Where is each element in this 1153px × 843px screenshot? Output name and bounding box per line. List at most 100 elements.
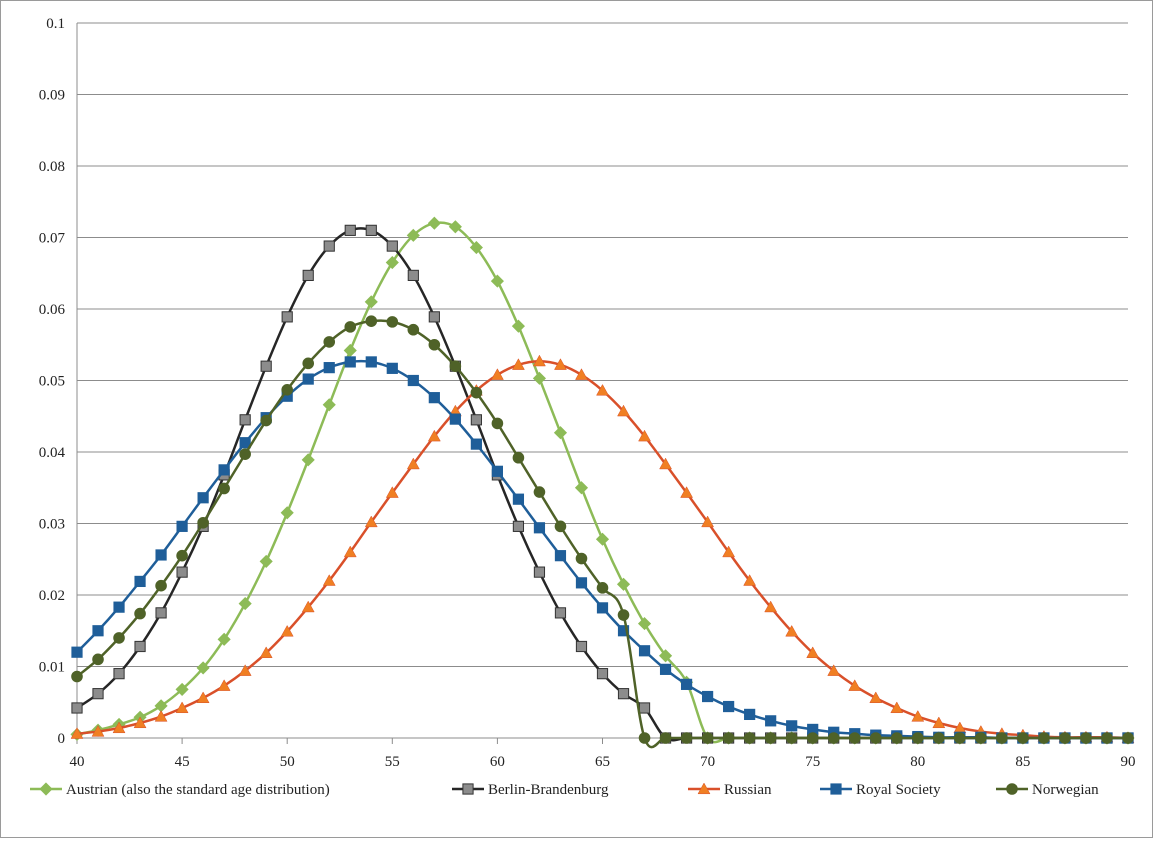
x-tick-label: 70 <box>700 754 715 770</box>
data-point <box>511 319 525 333</box>
data-point <box>134 607 146 620</box>
y-tick-label: 0.05 <box>39 374 65 390</box>
data-point <box>239 448 251 460</box>
legend-item-russian: Russian <box>688 782 772 798</box>
x-tick-label: 80 <box>910 754 925 770</box>
data-point <box>134 640 146 653</box>
data-point <box>365 315 378 327</box>
data-point <box>134 575 146 588</box>
data-point <box>448 220 462 234</box>
x-tick-label: 90 <box>1121 754 1136 770</box>
data-point <box>595 532 610 546</box>
data-point <box>344 356 356 368</box>
data-point <box>617 404 630 417</box>
data-point <box>722 545 736 558</box>
data-point <box>386 362 398 374</box>
data-point <box>260 414 272 427</box>
data-point <box>491 417 504 430</box>
data-point <box>659 663 672 675</box>
axes: 0 0.01 0.02 0.03 0.04 0.05 0.06 0.07 0.08 0.09 0.1… <box>39 16 1136 770</box>
data-point <box>322 574 336 586</box>
x-tick-label: 60 <box>490 754 505 770</box>
data-point <box>365 224 377 236</box>
legend-label: Berlin-Brandenburg <box>488 782 609 798</box>
data-point <box>71 646 83 658</box>
data-point <box>449 360 462 373</box>
data-point <box>239 414 251 426</box>
data-point <box>449 413 461 425</box>
data-point <box>197 516 209 529</box>
data-point <box>848 732 861 744</box>
data-point <box>322 398 336 412</box>
data-point <box>428 311 440 323</box>
data-point <box>933 732 945 744</box>
data-point <box>554 607 567 619</box>
legend-label: Norwegian <box>1032 782 1099 798</box>
data-point <box>427 216 441 230</box>
data-point <box>596 582 609 594</box>
legend-item-norwegian: Norwegian <box>996 782 1099 798</box>
data-point <box>428 338 441 351</box>
data-point <box>385 486 399 498</box>
data-point <box>1080 732 1092 744</box>
data-point <box>996 732 1008 744</box>
x-tick-label: 40 <box>70 754 85 770</box>
data-point <box>680 678 693 690</box>
data-point <box>533 486 546 498</box>
data-point <box>764 732 777 744</box>
data-point <box>554 520 567 533</box>
legend-marker <box>39 782 53 796</box>
data-point <box>743 732 756 744</box>
y-tick-label: 0.1 <box>46 16 65 32</box>
data-point <box>92 625 104 637</box>
data-point <box>638 645 651 657</box>
data-point <box>869 691 883 704</box>
data-point <box>71 670 83 683</box>
data-point <box>218 482 230 495</box>
data-point <box>1038 732 1050 744</box>
data-point <box>575 552 588 565</box>
legend-marker <box>1006 783 1018 795</box>
data-point <box>574 481 589 495</box>
data-point <box>112 721 126 734</box>
data-point <box>71 702 83 714</box>
data-point <box>512 451 525 464</box>
data-point <box>512 493 525 505</box>
data-point <box>701 515 715 528</box>
data-point <box>155 607 167 619</box>
data-point <box>890 701 904 714</box>
data-point <box>407 269 419 281</box>
data-point <box>280 624 294 637</box>
data-point <box>975 732 987 744</box>
data-point <box>407 323 420 336</box>
data-point <box>407 374 419 387</box>
data-point <box>932 716 946 729</box>
data-point <box>470 386 483 399</box>
data-point <box>113 601 125 613</box>
legend-label: Austrian (also the standard age distribu… <box>66 782 330 798</box>
data-point <box>848 679 862 691</box>
data-point <box>723 700 735 713</box>
data-point <box>406 457 420 470</box>
data-point <box>659 457 672 470</box>
x-tick-label: 75 <box>805 754 820 770</box>
x-tick-label: 65 <box>595 754 610 770</box>
data-point <box>616 577 631 591</box>
data-point <box>176 520 188 532</box>
data-point <box>197 492 209 504</box>
y-tick-label: 0.02 <box>39 588 65 604</box>
data-point <box>554 358 567 370</box>
x-tick-label: 45 <box>175 754 190 770</box>
data-point <box>343 545 357 558</box>
data-point <box>806 646 820 658</box>
data-point <box>70 727 84 739</box>
x-tick-label: 50 <box>280 754 295 770</box>
data-point <box>490 368 504 380</box>
data-point <box>364 515 378 528</box>
data-point <box>827 664 841 676</box>
y-tick-label: 0.06 <box>39 302 66 318</box>
data-point <box>890 732 903 744</box>
data-point <box>281 311 293 323</box>
data-point <box>869 732 882 744</box>
